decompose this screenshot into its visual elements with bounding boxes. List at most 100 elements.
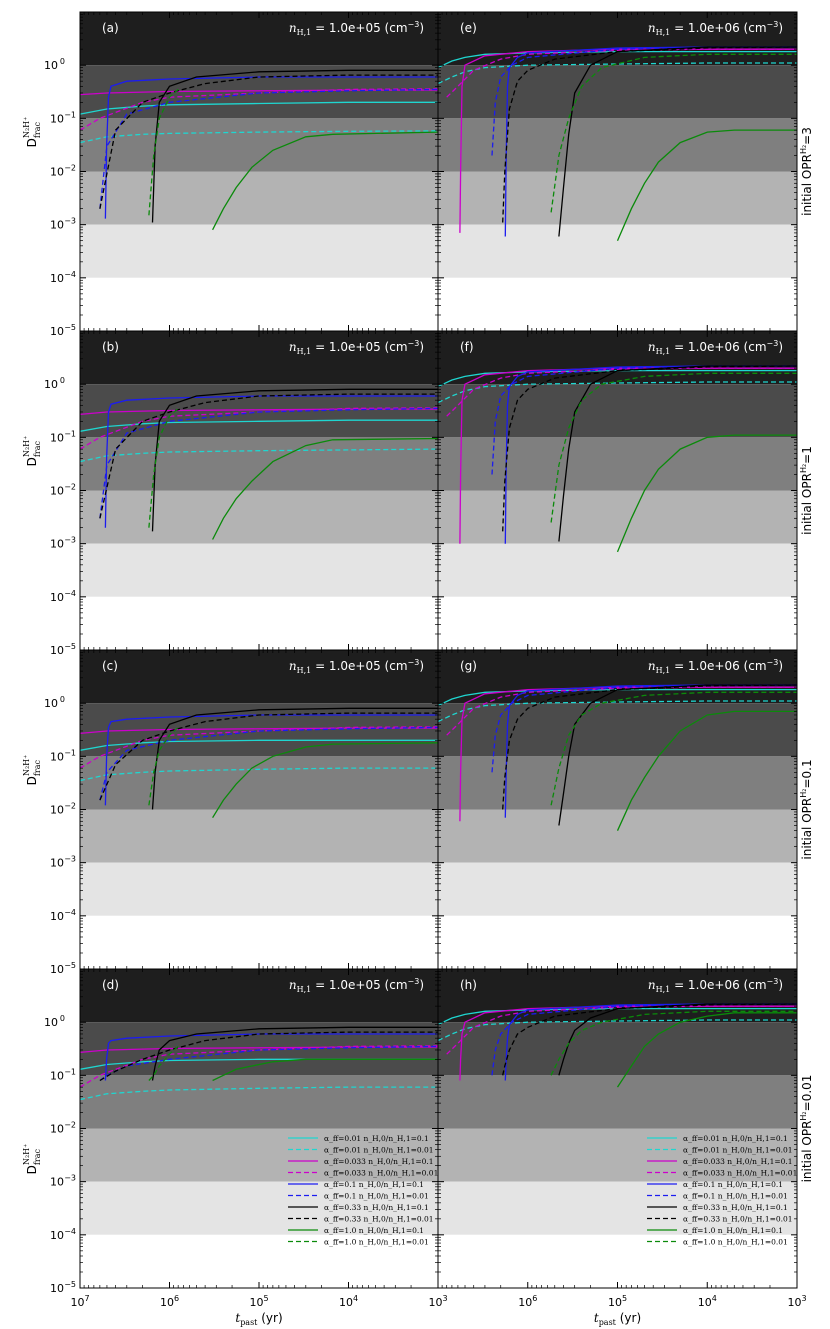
density-label: nH,1 = 1.0e+05 (cm−3) <box>289 977 424 994</box>
background-band <box>80 650 438 704</box>
series-line-cyan-dashed <box>437 62 797 85</box>
y-tick-label-exp: −3 <box>64 536 76 545</box>
background-band <box>438 1075 797 1129</box>
panel-c: (c) nH,1 = 1.0e+05 (cm−3)10−510−410−310−2… <box>22 649 439 976</box>
series-line-black-solid <box>558 1003 797 1076</box>
series-line-black-solid <box>558 46 797 237</box>
panel-f: (f) nH,1 = 1.0e+06 (cm−3) initial OPRH₂=1 <box>437 330 814 651</box>
series-line-black-dashed <box>502 365 798 532</box>
background-band <box>80 490 438 544</box>
background-band <box>80 596 438 650</box>
series-line-blue-solid <box>104 76 438 219</box>
y-tick-label: 10 <box>50 910 64 923</box>
opr-row-label: initial OPRH₂=3 <box>799 127 814 216</box>
x-tick-label: 103 <box>428 1294 447 1309</box>
series-line-black-solid <box>151 388 438 532</box>
background-band <box>438 1022 797 1076</box>
series-line-blue-dashed <box>99 726 439 801</box>
background-band <box>80 118 438 172</box>
series-line-blue-solid <box>504 365 797 544</box>
legend: α_ff=0.01 n_H,0/n_H,1=0.1 α_ff=0.01 n_H,0… <box>647 1134 797 1247</box>
series-line-cyan-dashed <box>437 700 797 723</box>
series-line-green-dashed <box>148 1045 179 1081</box>
x-tick-label: 104 <box>698 1294 717 1309</box>
background-band <box>80 809 438 863</box>
x-tick-label: 104 <box>339 1294 358 1309</box>
series-line-blue-dashed <box>99 1045 439 1082</box>
series-line-blue-solid <box>104 714 438 806</box>
series-line-black-dashed <box>99 393 438 519</box>
background-band <box>438 969 797 1023</box>
y-tick-label: 10 <box>50 325 64 338</box>
y-tick-label-exp: 0 <box>60 57 65 66</box>
y-tick-label: 10 <box>50 591 64 604</box>
density-label: nH,1 = 1.0e+06 (cm−3) <box>648 339 783 356</box>
panel-letter: (h) <box>460 978 477 992</box>
legend-entry: α_ff=0.1 n_H,0/n_H,1=0.1 <box>324 1180 424 1189</box>
series-line-green-solid <box>212 437 439 540</box>
series-line-cyan-solid <box>79 101 438 115</box>
legend-entry: α_ff=1.0 n_H,0/n_H,1=0.1 <box>683 1226 783 1235</box>
y-tick-label-exp: −1 <box>64 1067 76 1076</box>
legend-entry: α_ff=0.033 n_H,0/n_H,1=0.01 <box>683 1169 797 1178</box>
x-axis-label: tpast (yr) <box>235 1311 282 1327</box>
legend-entry: α_ff=0.01 n_H,0/n_H,1=0.01 <box>324 1146 434 1155</box>
legend-entry: α_ff=0.1 n_H,0/n_H,1=0.01 <box>324 1192 429 1201</box>
density-label: nH,1 = 1.0e+06 (cm−3) <box>648 977 783 994</box>
series-line-green-dashed <box>550 691 797 806</box>
svg-text:DfracN₂H⁺: DfracN₂H⁺ <box>22 436 42 467</box>
panel-letter: (a) <box>102 21 119 35</box>
y-tick-label-exp: −5 <box>64 961 76 970</box>
y-tick-label-exp: −1 <box>64 110 76 119</box>
series-line-black-solid <box>558 684 797 826</box>
background-band <box>438 1234 797 1288</box>
y-tick-label-exp: −3 <box>64 1174 76 1183</box>
background-band <box>80 1234 438 1288</box>
legend-entry: α_ff=0.1 n_H,0/n_H,1=0.1 <box>683 1180 783 1189</box>
series-line-green-dashed <box>148 88 179 216</box>
opr-row-label: initial OPRH₂=0.1 <box>799 759 814 859</box>
svg-text:DfracN₂H⁺: DfracN₂H⁺ <box>22 755 42 786</box>
y-tick-label-exp: −1 <box>64 748 76 757</box>
background-band <box>438 596 797 650</box>
legend-entry: α_ff=1.0 n_H,0/n_H,1=0.01 <box>683 1238 788 1247</box>
density-label: nH,1 = 1.0e+06 (cm−3) <box>648 658 783 675</box>
x-tick-label: 105 <box>249 1294 268 1309</box>
background-band <box>80 862 438 916</box>
y-axis-label: DfracN₂H⁺ <box>22 1144 42 1175</box>
svg-text:initial OPRH₂=0.1: initial OPRH₂=0.1 <box>799 759 814 859</box>
svg-text:DfracN₂H⁺: DfracN₂H⁺ <box>22 117 42 148</box>
legend-entry: α_ff=0.033 n_H,0/n_H,1=0.01 <box>324 1169 438 1178</box>
y-tick-label-exp: −5 <box>64 323 76 332</box>
legend-entry: α_ff=1.0 n_H,0/n_H,1=0.1 <box>324 1226 424 1235</box>
series-line-blue-solid <box>504 46 797 237</box>
y-tick-label-exp: 0 <box>60 695 65 704</box>
series-line-green-solid <box>616 129 797 241</box>
panel-h: (h) nH,1 = 1.0e+06 (cm−3) initial OPRH₂=0.… <box>437 968 814 1327</box>
background-band <box>80 756 438 810</box>
series-line-blue-dashed <box>491 365 797 475</box>
y-tick-label: 10 <box>44 59 58 72</box>
panel-letter: (g) <box>460 659 477 673</box>
series-line-blue-solid <box>104 395 438 528</box>
panel-g: (g) nH,1 = 1.0e+06 (cm−3) initial OPRH₂=0.… <box>437 649 814 970</box>
series-line-cyan-solid <box>79 419 438 432</box>
y-tick-label: 10 <box>44 697 58 710</box>
series-line-green-dashed <box>550 1010 797 1076</box>
panel-letter: (c) <box>102 659 118 673</box>
density-label: nH,1 = 1.0e+05 (cm−3) <box>289 339 424 356</box>
series-line-blue-dashed <box>491 46 797 156</box>
background-band <box>80 331 438 385</box>
opr-row-label: initial OPRH₂=0.01 <box>799 1075 814 1183</box>
y-tick-label: 10 <box>50 166 64 179</box>
y-tick-label: 10 <box>50 431 64 444</box>
series-line-green-solid <box>616 1012 797 1088</box>
y-tick-label: 10 <box>44 378 58 391</box>
y-tick-label: 10 <box>50 485 64 498</box>
y-tick-label: 10 <box>50 857 64 870</box>
panel-letter: (b) <box>102 340 119 354</box>
panel-letter: (e) <box>460 21 477 35</box>
series-line-green-dashed <box>148 726 179 806</box>
panel-b: (b) nH,1 = 1.0e+05 (cm−3)10−510−410−310−2… <box>22 330 439 657</box>
y-tick-label: 10 <box>50 1176 64 1189</box>
